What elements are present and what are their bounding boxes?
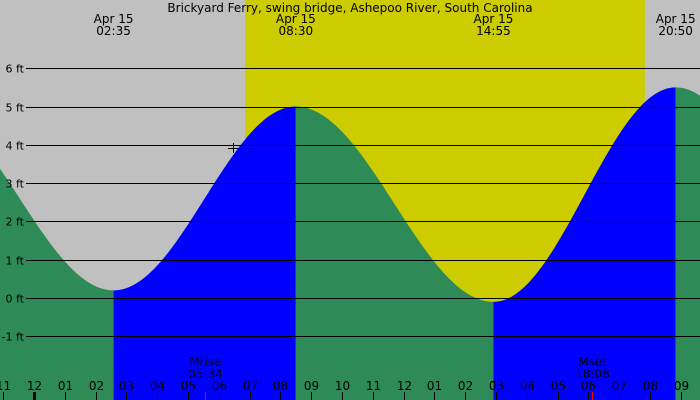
hour-label: 01 [58, 379, 73, 393]
hour-label: 02 [89, 379, 104, 393]
hour-label: 05 [551, 379, 566, 393]
falling-tide-area [675, 87, 700, 400]
moon-event-label: Mset [578, 355, 607, 369]
tide-extreme-time: 02:35 [96, 24, 131, 38]
hour-label: 03 [489, 379, 504, 393]
y-tick-label: 0 ft [6, 293, 25, 306]
y-tick-label: 5 ft [6, 102, 25, 115]
y-tick-label: 3 ft [6, 178, 25, 191]
hour-label: 11 [366, 379, 381, 393]
tide-extreme-date: Apr 15 [94, 12, 134, 26]
hour-label: 04 [520, 379, 535, 393]
hour-label: 07 [612, 379, 627, 393]
hour-label: 09 [304, 379, 319, 393]
moon-event-time: 18:08 [575, 367, 610, 381]
falling-tide-area [295, 106, 494, 400]
hour-label: 09 [674, 379, 689, 393]
hour-label: 06 [581, 379, 596, 393]
hour-label: 10 [335, 379, 350, 393]
hour-label: 08 [643, 379, 658, 393]
hour-label: 07 [243, 379, 258, 393]
rising-tide-area [493, 87, 676, 400]
tide-extreme-time: 08:30 [279, 24, 314, 38]
hour-label: 05 [181, 379, 196, 393]
falling-tide-area [0, 168, 114, 400]
hour-label: 11 [0, 379, 11, 393]
tide-extreme-date: Apr 15 [474, 12, 514, 26]
hour-label: 03 [119, 379, 134, 393]
hour-label: 12 [27, 379, 42, 393]
hour-label: 02 [458, 379, 473, 393]
tide-extreme-date: Apr 15 [656, 12, 696, 26]
hour-label: 06 [212, 379, 227, 393]
y-tick-label: -1 ft [2, 331, 25, 344]
y-tick-label: 1 ft [6, 255, 25, 268]
tide-extreme-time: 14:55 [476, 24, 511, 38]
y-tick-label: 6 ft [6, 63, 25, 76]
moon-event-time: 05:34 [188, 367, 223, 381]
y-tick-label: 2 ft [6, 216, 25, 229]
hour-label: 08 [273, 379, 288, 393]
moon-event-label: Mrise [189, 355, 221, 369]
hour-label: 01 [427, 379, 442, 393]
chart-title: Brickyard Ferry, swing bridge, Ashepoo R… [167, 1, 532, 15]
marker-cross-icon [228, 143, 238, 153]
y-tick-label: 4 ft [6, 140, 25, 153]
tide-extreme-time: 20:50 [658, 24, 693, 38]
tide-extreme-date: Apr 15 [276, 12, 316, 26]
hour-label: 04 [150, 379, 165, 393]
hour-label: 12 [397, 379, 412, 393]
rising-tide-area [113, 106, 296, 400]
